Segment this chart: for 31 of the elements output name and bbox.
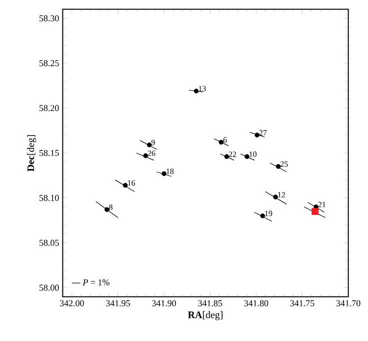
point	[162, 171, 166, 176]
y-tick-label: 58.20	[40, 105, 59, 112]
x-axis-title: RA[deg]	[188, 311, 222, 320]
x-tick-label: 341.85	[198, 300, 222, 306]
x-tick-label: 341.75	[290, 300, 314, 306]
x-tick-label: 342.00	[60, 300, 84, 306]
point	[312, 208, 319, 215]
y-tick-label: 58.15	[40, 150, 59, 156]
point	[276, 164, 281, 169]
x-tick-label: 341.70	[336, 300, 360, 306]
point	[254, 132, 260, 138]
y-axis-title: Dec[deg]	[27, 135, 36, 172]
x-tick-label: 341.95	[106, 300, 130, 306]
y-tick-label: 58.05	[40, 240, 59, 246]
point	[104, 207, 110, 212]
point	[244, 154, 250, 159]
point	[146, 142, 152, 148]
point	[218, 140, 224, 145]
y-tick-label: 58.25	[40, 60, 59, 66]
y-tick-label: 58.00	[40, 284, 59, 291]
x-tick-label: 341.90	[152, 300, 176, 306]
point	[273, 194, 278, 200]
point	[122, 182, 128, 188]
point	[224, 154, 230, 159]
point	[260, 213, 266, 218]
y-tick-label: 58.30	[40, 15, 59, 22]
x-tick-label: 341.80	[244, 300, 268, 306]
point	[143, 153, 148, 158]
legend-label: P = 1%	[82, 279, 110, 286]
point	[194, 88, 199, 94]
y-tick-label: 58.10	[40, 194, 59, 201]
